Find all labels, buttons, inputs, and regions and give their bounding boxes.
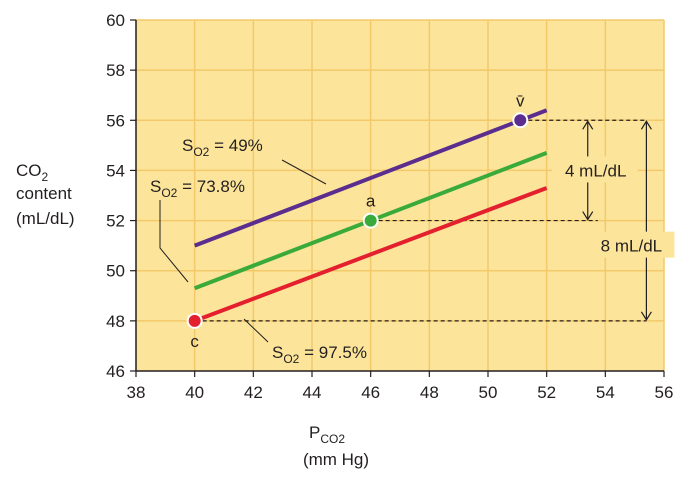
plot-background — [136, 20, 664, 371]
y-tick-label: 52 — [106, 212, 125, 231]
x-tick-label: 54 — [596, 383, 615, 402]
x-tick-label: 52 — [537, 383, 556, 402]
y-axis-label-units: (mL/dL) — [16, 209, 75, 228]
label-bg-8 — [586, 231, 675, 258]
series-label-49-sub: O2 — [193, 145, 209, 159]
data-points: v̄ a c — [186, 91, 529, 351]
x-tick-label: 48 — [420, 383, 439, 402]
series-label-97-value: = 97.5% — [299, 343, 367, 362]
arrow-8-mldl — [640, 120, 652, 321]
axes — [135, 20, 664, 372]
x-tick-label: 40 — [185, 383, 204, 402]
series-label-97-sub: O2 — [283, 352, 299, 366]
y-tick-label: 56 — [106, 111, 125, 130]
y-tick-label: 58 — [106, 61, 125, 80]
y-tick-label: 46 — [106, 362, 125, 381]
y-axis-label-content: content — [16, 184, 72, 203]
x-tick-label: 46 — [361, 383, 380, 402]
arrow-8-mldl-head-down — [640, 311, 652, 321]
x-axis-label-main: P — [309, 423, 320, 442]
point-2 — [186, 312, 203, 329]
point-0 — [512, 112, 529, 129]
y-tick-label: 54 — [106, 161, 125, 180]
tick-labels: 38 40 42 44 46 48 50 52 54 56 46 48 50 52 54 56 58 60 — [106, 11, 673, 402]
y-axis-label-co2-main: CO — [16, 161, 42, 180]
leader-97 — [243, 318, 269, 343]
x-tick-label: 42 — [244, 383, 263, 402]
arrow-4-mldl-head-up — [582, 120, 594, 130]
arrow-4-mldl-head-down — [582, 211, 594, 221]
series-label-73-sub: O2 — [161, 186, 177, 200]
series-label-97-main: S — [272, 343, 283, 362]
y-tick-label: 48 — [106, 312, 125, 331]
leader-49 — [281, 159, 327, 185]
x-tick-label: 38 — [127, 383, 146, 402]
x-axis-units: (mm Hg) — [303, 450, 369, 469]
point-label-0: v̄ — [516, 91, 525, 110]
point-label-1: a — [366, 192, 376, 211]
x-axis-label-sub: CO2 — [320, 432, 345, 446]
x-tick-label: 56 — [655, 383, 674, 402]
annotation-4-mldl: 4 mL/dL — [565, 161, 626, 180]
point-label-2: c — [190, 332, 199, 351]
series-line-0 — [193, 108, 548, 248]
series-label-49-value: = 49% — [209, 136, 262, 155]
leader-73 — [159, 200, 189, 283]
annotation-8-mldl: 8 mL/dL — [601, 237, 662, 256]
y-tick-label: 60 — [106, 11, 125, 30]
x-tick-label: 50 — [479, 383, 498, 402]
series-label-73: SO2 = 73.8% — [150, 177, 245, 200]
arrow-8-mldl-head-up — [640, 120, 652, 130]
series-label-73-value: = 73.8% — [177, 177, 245, 196]
series-label-97: SO2 = 97.5% — [272, 343, 367, 366]
label-bg-4 — [551, 156, 638, 183]
series-line-2 — [193, 186, 548, 323]
dashed-guides: 4 mL/dL 8 mL/dL — [202, 119, 675, 322]
y-axis-label-co2: CO2 — [16, 161, 49, 184]
x-tick-label: 44 — [303, 383, 322, 402]
series-label-73-main: S — [150, 177, 161, 196]
point-1 — [362, 212, 379, 229]
y-axis-label-co2-sub: 2 — [42, 170, 49, 184]
x-axis-label: PCO2 — [309, 423, 345, 446]
series-label-49-main: S — [182, 136, 193, 155]
y-tick-label: 50 — [106, 262, 125, 281]
series-label-49: SO2 = 49% — [182, 136, 263, 159]
